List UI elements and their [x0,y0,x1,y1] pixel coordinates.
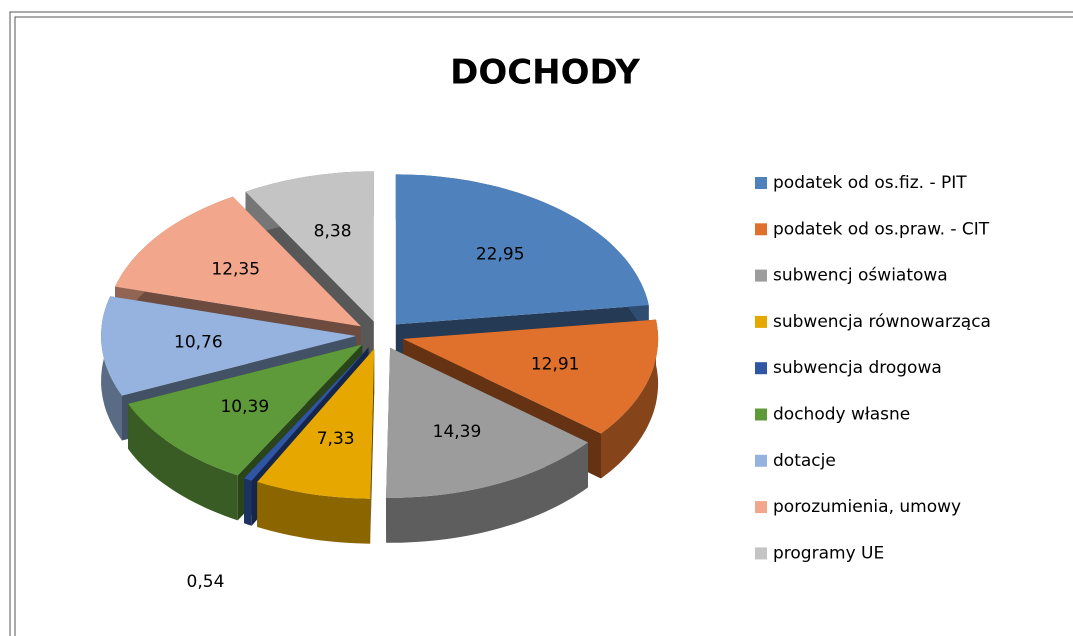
legend-swatch [755,547,767,560]
chart-title: DOCHODY [450,53,640,93]
pie-slice [403,319,659,434]
pie-slice [101,296,357,396]
pie-slice [128,344,363,476]
slice-side [128,403,238,521]
slice-side [244,478,252,526]
data-label: 12,35 [211,260,260,280]
data-label: 22,95 [476,245,525,265]
legend-swatch [755,454,767,467]
legend-label: programy UE [773,543,884,563]
legend-swatch [755,501,767,514]
slice-side [370,348,375,544]
data-label: 7,33 [317,429,355,449]
legend-swatch [755,362,767,375]
legend-swatch [755,177,767,189]
data-label: 10,76 [174,332,223,352]
pie-slice [245,171,374,322]
data-label: 10,39 [220,397,269,417]
legend-label: dochody własne [773,405,910,425]
slice-side [257,482,371,544]
legend-label: subwencja drogowa [773,358,942,378]
slice-side [386,442,588,543]
frame-outer [9,11,1073,636]
legend-label: subwencja równowarząca [773,312,991,332]
data-label: 14,39 [433,422,482,442]
pie-slice [386,347,588,498]
slice-side [601,319,659,479]
pie-slice [257,348,375,499]
data-label: 8,38 [314,222,352,242]
pie-slice [244,347,369,481]
legend-swatch [755,269,767,282]
legend-label: porozumienia, umowy [773,497,961,517]
legend-label: podatek od os.fiz. - PIT [773,173,967,193]
legend-label: subwencj oświatowa [773,266,948,286]
legend-swatch [755,223,767,236]
pie-slice [115,196,361,327]
pie-slice [395,174,649,325]
legend-label: podatek od os.praw. - CIT [773,219,990,239]
legend-swatch [755,408,767,421]
legend-swatch [755,315,767,328]
legend-label: dotacje [773,451,836,471]
frame-inner [14,16,1073,636]
data-label: 12,91 [531,354,580,374]
data-label: 0,54 [187,572,225,592]
